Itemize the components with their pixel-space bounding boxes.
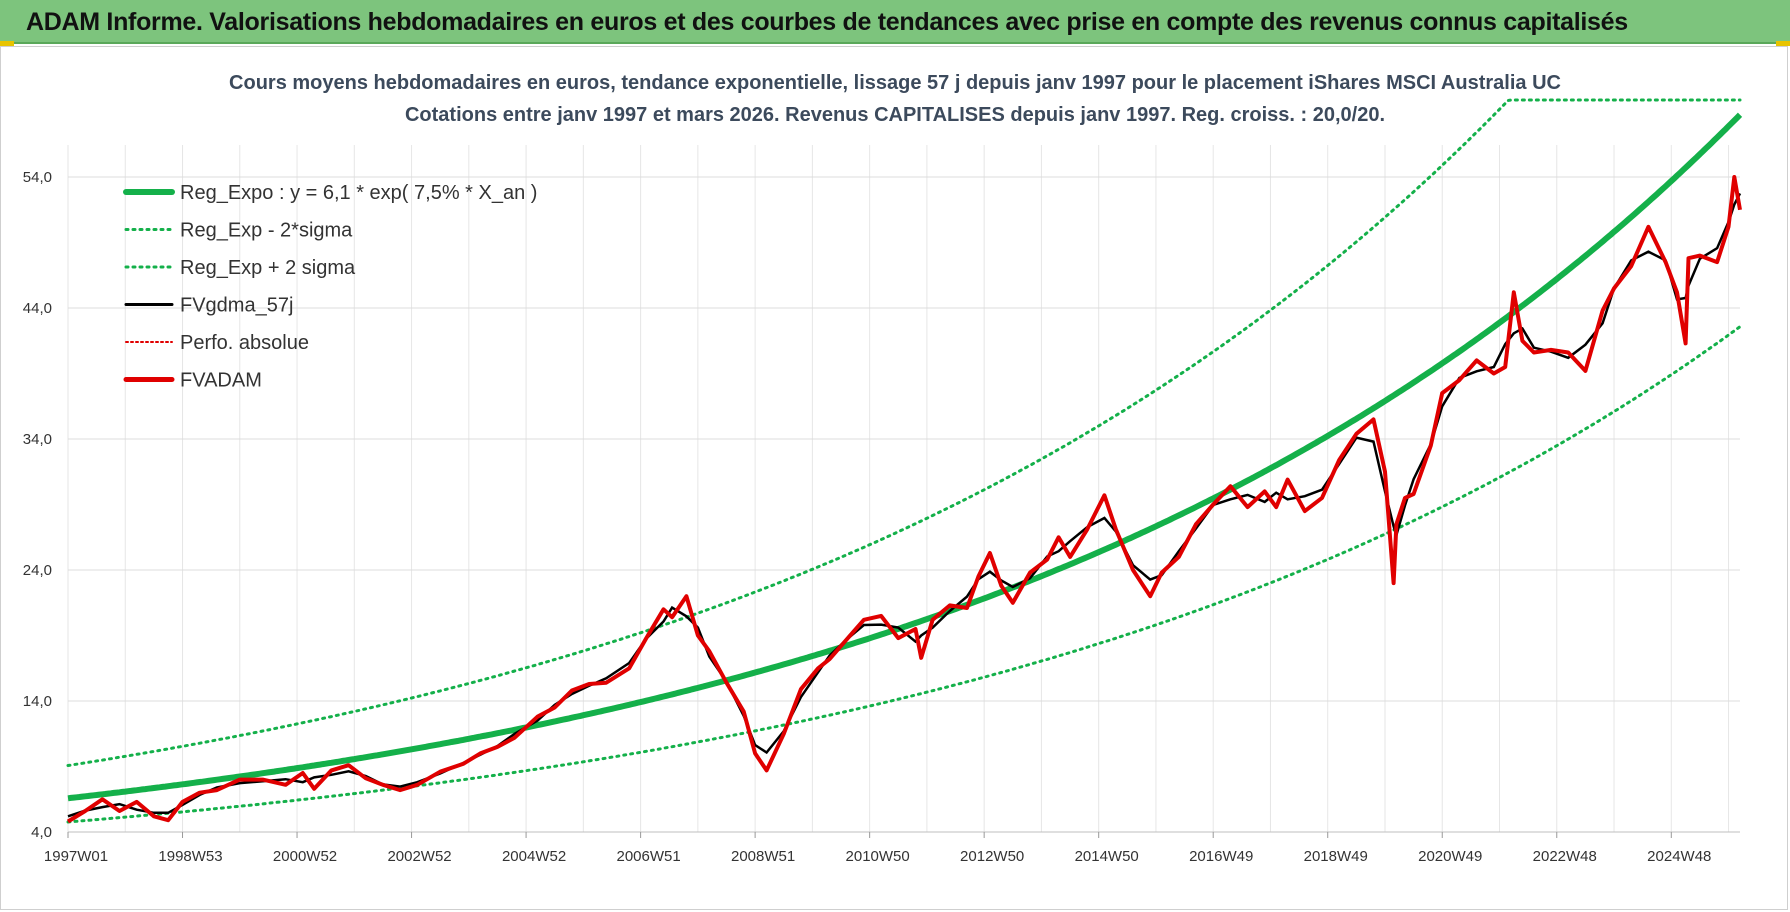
x-tick-label: 2024W48 [1647, 848, 1711, 865]
x-tick-label: 2012W50 [960, 848, 1024, 865]
x-tick-label: 1997W01 [44, 848, 108, 865]
series-fvadam [66, 175, 1742, 824]
y-tick-label: 54,0 [23, 169, 52, 186]
chart-frame [0, 46, 1788, 910]
legend-item-fvadam: FVADAM [123, 370, 262, 392]
y-tick-label: 24,0 [23, 562, 52, 579]
series-reg-minus-2-sigma [66, 325, 1742, 824]
legend-item-reg-minus: Reg_Exp - 2*sigma [124, 220, 353, 242]
x-tick-label: 1998W53 [158, 848, 222, 865]
legend-item-fvgdma: FVgdma_57j [124, 295, 293, 317]
x-tick-label: 2002W52 [387, 848, 451, 865]
legend-label: FVgdma_57j [180, 295, 293, 317]
x-tick-label: 2008W51 [731, 848, 795, 865]
y-tick-label: 14,0 [23, 693, 52, 710]
legend-label: Reg_Exp + 2 sigma [180, 257, 356, 279]
axis-layer: 4,0 14,0 24,0 34,0 44,0 54,0 1997W01 1998W53 200… [23, 169, 1712, 865]
x-tick-label: 2010W50 [846, 848, 910, 865]
y-tick-label: 4,0 [31, 824, 52, 841]
chart-title-line-1: Cours moyens hebdomadaires en euros, ten… [229, 72, 1561, 94]
legend-label: FVADAM [180, 370, 262, 392]
y-tick-label: 44,0 [23, 300, 52, 317]
x-tick-label: 2000W52 [273, 848, 337, 865]
chart-title-line-2: Cotations entre janv 1997 et mars 2026. … [404, 104, 1386, 126]
x-tick-label: 2006W51 [616, 848, 680, 865]
legend-item-reg-expo: Reg_Expo : y = 6,1 * exp( 7,5% * X_an ) [123, 182, 537, 204]
x-tick-label: 2014W50 [1075, 848, 1139, 865]
report-title: ADAM Informe. Valorisations hebdomadaire… [26, 8, 1628, 36]
x-tick-label: 2004W52 [502, 848, 566, 865]
x-tick-label: 2022W48 [1533, 848, 1597, 865]
series-reg-expo [67, 112, 1743, 802]
y-tick-label: 34,0 [23, 431, 52, 448]
corner-marker-right [1776, 41, 1790, 46]
x-tick-label: 2016W49 [1189, 848, 1253, 865]
report-banner: ADAM Informe. Valorisations hebdomadaire… [0, 0, 1790, 44]
legend-label: Perfo. absolue [180, 332, 309, 354]
series-fvgdma-57j [67, 192, 1742, 818]
legend-item-perfo: Perfo. absolue [125, 332, 309, 354]
legend: Reg_Expo : y = 6,1 * exp( 7,5% * X_an ) R… [123, 182, 537, 392]
legend-label: Reg_Expo : y = 6,1 * exp( 7,5% * X_an ) [180, 182, 537, 204]
x-tick-label: 2020W49 [1418, 848, 1482, 865]
legend-item-reg-plus: Reg_Exp + 2 sigma [124, 257, 356, 279]
grid-layer [67, 145, 1740, 833]
corner-marker-left [0, 41, 14, 46]
legend-label: Reg_Exp - 2*sigma [180, 220, 353, 242]
series-layer [66, 98, 1743, 824]
x-tick-label: 2018W49 [1304, 848, 1368, 865]
